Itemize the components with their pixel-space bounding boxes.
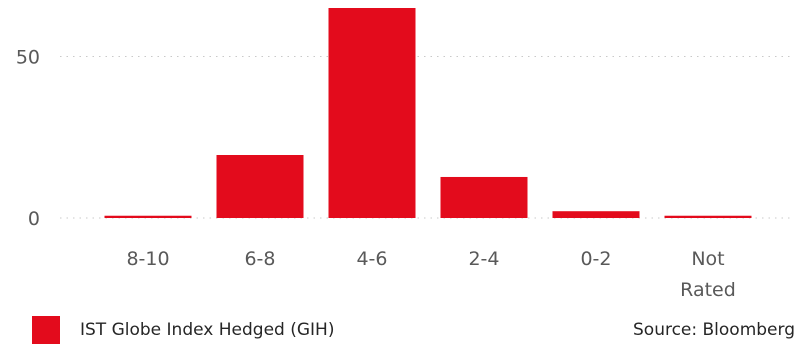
x-tick-label: 8-10 bbox=[126, 248, 169, 270]
bar-8-10 bbox=[104, 215, 192, 218]
bars bbox=[104, 8, 752, 218]
gridlines bbox=[60, 55, 790, 219]
bar-0-2 bbox=[552, 211, 640, 218]
bar-not-rated bbox=[664, 215, 752, 218]
legend-label: IST Globe Index Hedged (GIH) bbox=[80, 320, 335, 340]
bar-chart: 0 50 8-10 6-8 4-6 2-4 0-2 Not Rated bbox=[16, 8, 790, 301]
y-axis-ticks: 0 50 bbox=[16, 46, 40, 230]
x-tick-label: 6-8 bbox=[244, 248, 275, 270]
bar-6-8 bbox=[216, 155, 304, 218]
source-note: Source: Bloomberg bbox=[633, 320, 795, 340]
x-tick-label: 0-2 bbox=[580, 248, 611, 270]
x-tick-label: Not Rated bbox=[680, 248, 736, 301]
legend: IST Globe Index Hedged (GIH) bbox=[32, 316, 334, 344]
bar-4-6 bbox=[328, 8, 416, 218]
bar-2-4 bbox=[440, 176, 528, 218]
x-axis-ticks: 8-10 6-8 4-6 2-4 0-2 Not Rated bbox=[126, 248, 735, 301]
y-tick-label: 0 bbox=[28, 208, 40, 230]
x-tick-label: 2-4 bbox=[468, 248, 499, 270]
x-tick-label: 4-6 bbox=[356, 248, 387, 270]
y-tick-label: 50 bbox=[16, 46, 40, 68]
legend-swatch bbox=[32, 316, 60, 344]
